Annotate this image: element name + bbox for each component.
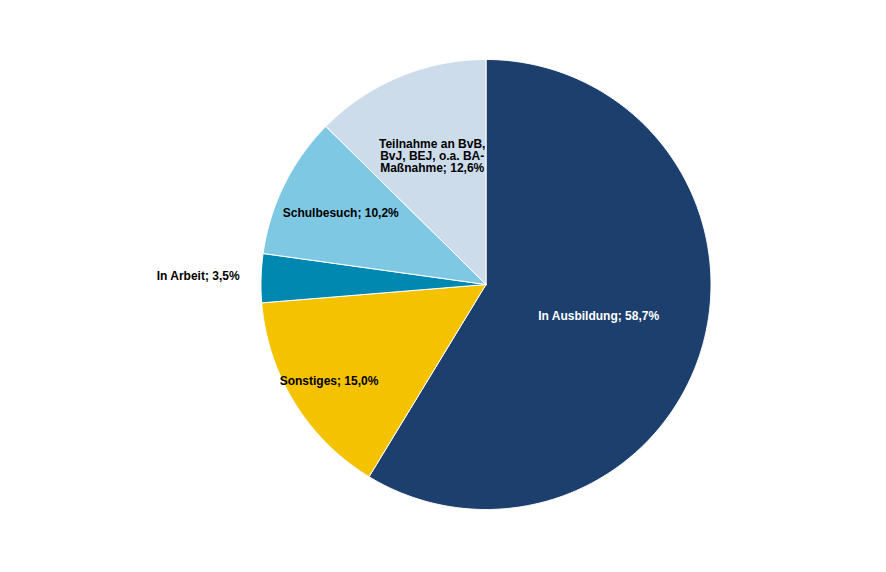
svg-text:In Ausbildung; 58,7%: In Ausbildung; 58,7% [538,309,659,323]
svg-text:In Arbeit; 3,5%: In Arbeit; 3,5% [157,269,240,283]
svg-text:Schulbesuch; 10,2%: Schulbesuch; 10,2% [283,206,399,220]
svg-text:Sonstiges; 15,0%: Sonstiges; 15,0% [280,374,379,388]
svg-text:Teilnahme an BvB,BvJ, BEJ, o.a: Teilnahme an BvB,BvJ, BEJ, o.a. BA-Maßna… [379,137,485,175]
